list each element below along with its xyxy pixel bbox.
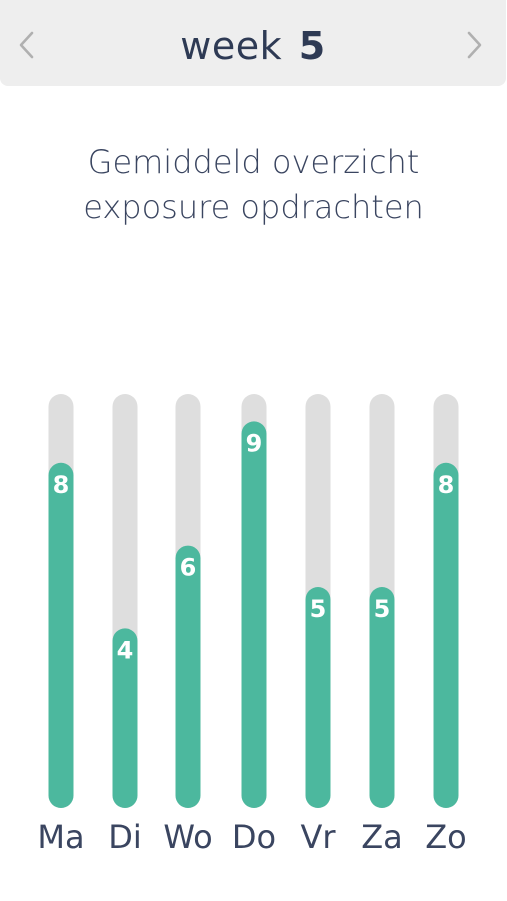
bar-zo[interactable] (433, 462, 459, 808)
chart-title-line-1: Gemiddeld overzicht (87, 143, 420, 181)
day-label: Do (232, 818, 276, 856)
bar-vr[interactable] (305, 587, 331, 808)
day-label: Wo (163, 818, 212, 856)
day-label: Ma (37, 818, 84, 856)
week-label: week (180, 24, 283, 68)
bar-value-label: 6 (180, 554, 197, 582)
chart-title-line-2: exposure opdrachten (83, 188, 424, 226)
bar-value-label: 5 (310, 595, 327, 623)
bar-chart: 8 Ma 4 Di 6 Wo 9 Do 5 Vr 5 Za 8 Zo (37, 394, 467, 856)
week-title: week 5 (0, 20, 506, 72)
bar-do[interactable] (241, 421, 267, 808)
bar-value-label: 4 (117, 636, 134, 664)
bar-za[interactable] (369, 587, 395, 808)
next-week-button[interactable] (454, 20, 494, 70)
bar-value-label: 8 (438, 471, 455, 499)
bar-value-label: 5 (374, 595, 391, 623)
day-label: Za (361, 818, 403, 856)
day-label: Vr (300, 818, 336, 856)
bar-di[interactable] (112, 628, 138, 808)
week-header: week 5 (0, 0, 506, 86)
chart-title: Gemiddeld overzicht exposure opdrachten (0, 140, 507, 230)
day-label: Zo (425, 818, 467, 856)
week-number: 5 (298, 24, 326, 68)
bar-value-label: 8 (53, 471, 70, 499)
chevron-left-icon (19, 31, 34, 59)
bar-value-label: 9 (246, 429, 263, 457)
bar-wo[interactable] (175, 545, 201, 808)
day-label: Di (108, 818, 142, 856)
previous-week-button[interactable] (7, 20, 47, 70)
chevron-right-icon (467, 31, 482, 59)
bar-ma[interactable] (48, 462, 74, 808)
